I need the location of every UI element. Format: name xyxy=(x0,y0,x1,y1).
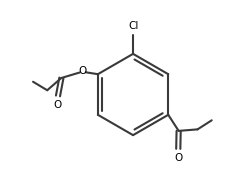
Text: Cl: Cl xyxy=(128,22,139,31)
Text: O: O xyxy=(54,100,62,110)
Text: O: O xyxy=(78,66,86,76)
Text: O: O xyxy=(174,153,182,163)
